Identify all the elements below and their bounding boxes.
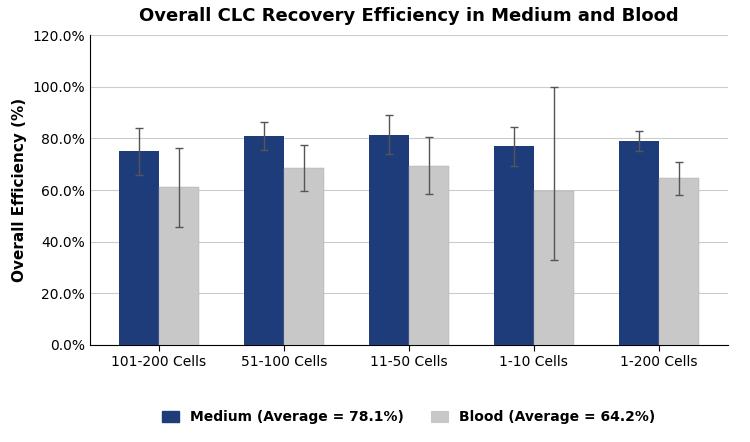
Bar — [244, 136, 284, 345]
Bar — [369, 135, 409, 345]
Y-axis label: Overall Efficiency (%): Overall Efficiency (%) — [12, 98, 27, 282]
Bar — [534, 191, 574, 345]
Bar — [658, 179, 698, 345]
Bar — [409, 166, 448, 345]
Bar — [284, 168, 324, 345]
Bar — [619, 141, 658, 345]
Legend: Medium (Average = 78.1%), Blood (Average = 64.2%): Medium (Average = 78.1%), Blood (Average… — [162, 411, 656, 424]
Bar — [494, 146, 534, 345]
Bar — [159, 187, 199, 345]
Title: Overall CLC Recovery Efficiency in Medium and Blood: Overall CLC Recovery Efficiency in Mediu… — [139, 8, 679, 26]
Bar — [119, 151, 159, 345]
